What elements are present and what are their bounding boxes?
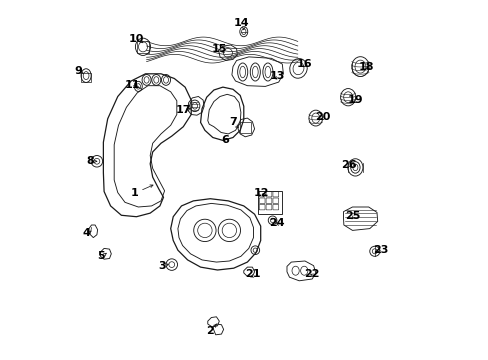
Text: 18: 18 <box>358 62 374 72</box>
Text: 10: 10 <box>128 34 144 44</box>
Text: 9: 9 <box>74 66 82 76</box>
Text: 19: 19 <box>347 95 363 105</box>
Text: 14: 14 <box>233 18 249 28</box>
Text: 15: 15 <box>211 44 226 54</box>
Text: 11: 11 <box>124 80 140 90</box>
Text: 12: 12 <box>253 188 269 198</box>
Text: 24: 24 <box>268 218 284 228</box>
Text: 21: 21 <box>244 269 260 279</box>
Text: 1: 1 <box>131 188 138 198</box>
Text: 7: 7 <box>229 117 236 127</box>
Text: 2: 2 <box>206 326 214 336</box>
Text: 3: 3 <box>158 261 165 271</box>
Text: 25: 25 <box>344 211 360 221</box>
Text: 17: 17 <box>175 105 191 115</box>
Text: 4: 4 <box>82 228 90 238</box>
Text: 13: 13 <box>269 71 284 81</box>
Text: 22: 22 <box>304 269 319 279</box>
Text: 8: 8 <box>86 156 94 166</box>
Text: 20: 20 <box>315 112 330 122</box>
Text: 23: 23 <box>372 245 387 255</box>
Text: 16: 16 <box>297 59 312 69</box>
Text: 5: 5 <box>97 251 104 261</box>
Text: 6: 6 <box>220 135 228 145</box>
Text: 26: 26 <box>341 160 356 170</box>
